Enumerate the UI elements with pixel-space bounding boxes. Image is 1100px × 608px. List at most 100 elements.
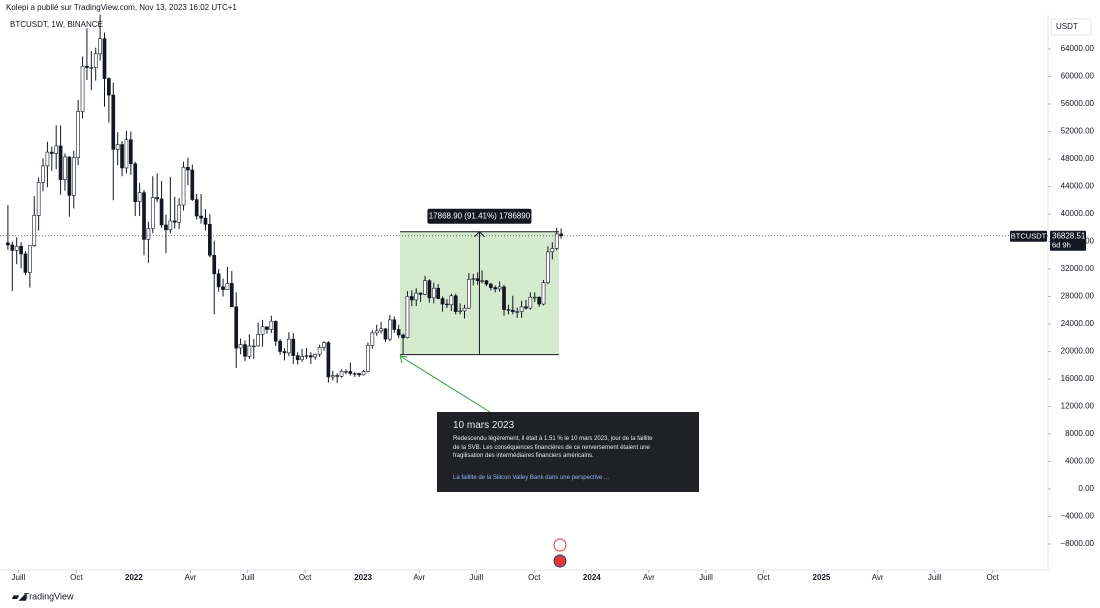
- candle-body: [524, 306, 528, 309]
- candle-body: [304, 355, 309, 357]
- candle-body: [409, 296, 414, 301]
- x-tick-label: Avr: [413, 573, 425, 582]
- candle-body: [287, 338, 291, 354]
- candle-body: [541, 282, 546, 305]
- y-tick-label: 52000.00: [1061, 127, 1095, 136]
- x-tick-label: 2024: [583, 573, 601, 582]
- y-tick-label: −8000.00: [1060, 539, 1094, 548]
- price-tag-bg: [1050, 230, 1086, 251]
- candle-body: [453, 295, 458, 312]
- candle-body: [273, 320, 278, 342]
- candle-body: [278, 340, 282, 352]
- candle-body: [471, 278, 476, 280]
- candle-body: [238, 344, 243, 349]
- inset-screenshot: 10 mars 2023 Redescendu légèrement, il é…: [437, 412, 699, 492]
- candle-body: [379, 328, 383, 332]
- candle-body: [484, 280, 489, 285]
- candle-body: [392, 319, 397, 330]
- candle-body: [388, 319, 392, 340]
- candle-body: [348, 371, 353, 374]
- candle-body: [28, 245, 32, 273]
- candle-body: [436, 287, 441, 299]
- candle-body: [401, 334, 405, 339]
- candle-body: [374, 330, 379, 334]
- candle-body: [506, 309, 511, 311]
- x-tick-label: Avr: [643, 573, 655, 582]
- candle-body: [431, 287, 436, 299]
- candle-body: [467, 279, 471, 309]
- y-tick-label: 48000.00: [1061, 154, 1095, 163]
- x-tick-label: 2023: [354, 573, 372, 582]
- inset-link[interactable]: La faillite de la Silicon Valley Bank da…: [453, 475, 609, 482]
- candle-body: [172, 220, 177, 223]
- candle-body: [208, 224, 212, 256]
- inset-title: 10 mars 2023: [453, 420, 515, 431]
- currency[interactable]: USDT: [1056, 22, 1078, 31]
- candle-body: [243, 344, 247, 357]
- candle-body: [107, 78, 111, 96]
- candle-body: [366, 345, 370, 372]
- candle-body: [19, 246, 23, 255]
- candle-body: [89, 67, 94, 69]
- symbol-tag: BTCUSDT: [1011, 231, 1047, 240]
- candle-body: [423, 280, 427, 295]
- candle-body: [150, 197, 155, 229]
- candle-body: [168, 220, 173, 231]
- candle-body: [71, 157, 76, 196]
- candle-body: [440, 298, 445, 305]
- candle-body: [80, 65, 85, 112]
- candle-body: [76, 111, 80, 158]
- candle-body: [396, 329, 401, 336]
- x-tick-label: Juill: [469, 573, 483, 582]
- y-tick-label: 16000.00: [1061, 374, 1095, 383]
- measure-arrowhead: [474, 231, 485, 238]
- candle-body: [309, 355, 313, 358]
- x-tick-label: Oct: [986, 573, 999, 582]
- currency-box[interactable]: [1050, 18, 1092, 36]
- y-tick-label: 64000.00: [1061, 44, 1095, 53]
- x-tick-label: Oct: [757, 573, 770, 582]
- footer-brand: TradingView: [24, 591, 74, 601]
- candle-body: [357, 373, 361, 376]
- candle-body: [186, 166, 190, 171]
- candle-body: [497, 286, 502, 290]
- candle-body: [146, 228, 151, 240]
- candle-body: [221, 286, 225, 290]
- x-tick-label: Juill: [699, 573, 713, 582]
- candle-body: [335, 375, 340, 377]
- y-tick-label: 24000.00: [1061, 319, 1095, 328]
- candle-body: [269, 320, 274, 330]
- candle-body: [85, 65, 89, 68]
- candle-body: [67, 156, 72, 196]
- candle-body: [63, 156, 67, 180]
- candle-body: [133, 163, 138, 202]
- candle-body: [322, 342, 326, 348]
- candle-body: [260, 326, 265, 335]
- candle-body: [282, 351, 287, 354]
- symbol-title: BTCUSDT, 1W, BINANCE: [10, 20, 103, 29]
- candle-body: [317, 347, 322, 355]
- candle-body: [480, 280, 484, 282]
- countdown: 6d 9h: [1052, 240, 1071, 249]
- candle-body: [313, 353, 318, 358]
- candle-body: [23, 253, 28, 273]
- y-tick-label: 8000.00: [1065, 429, 1094, 438]
- candle-body: [326, 342, 331, 378]
- x-tick-label: Juill: [928, 573, 942, 582]
- candle-body: [352, 373, 357, 375]
- event-icon[interactable]: [553, 554, 567, 568]
- candle-body: [418, 292, 423, 295]
- candle-body: [120, 144, 124, 169]
- candle-body: [405, 296, 410, 339]
- candle-body: [445, 303, 449, 306]
- candle-body: [295, 355, 300, 361]
- event-icon[interactable]: [553, 538, 567, 552]
- candle-body: [370, 332, 375, 346]
- price-axis-bg: [1048, 0, 1100, 608]
- candle-body: [45, 151, 50, 167]
- y-tick-label: 44000.00: [1061, 182, 1095, 191]
- candle-body: [458, 310, 462, 313]
- candle-body: [519, 306, 524, 312]
- candle-body: [339, 371, 344, 377]
